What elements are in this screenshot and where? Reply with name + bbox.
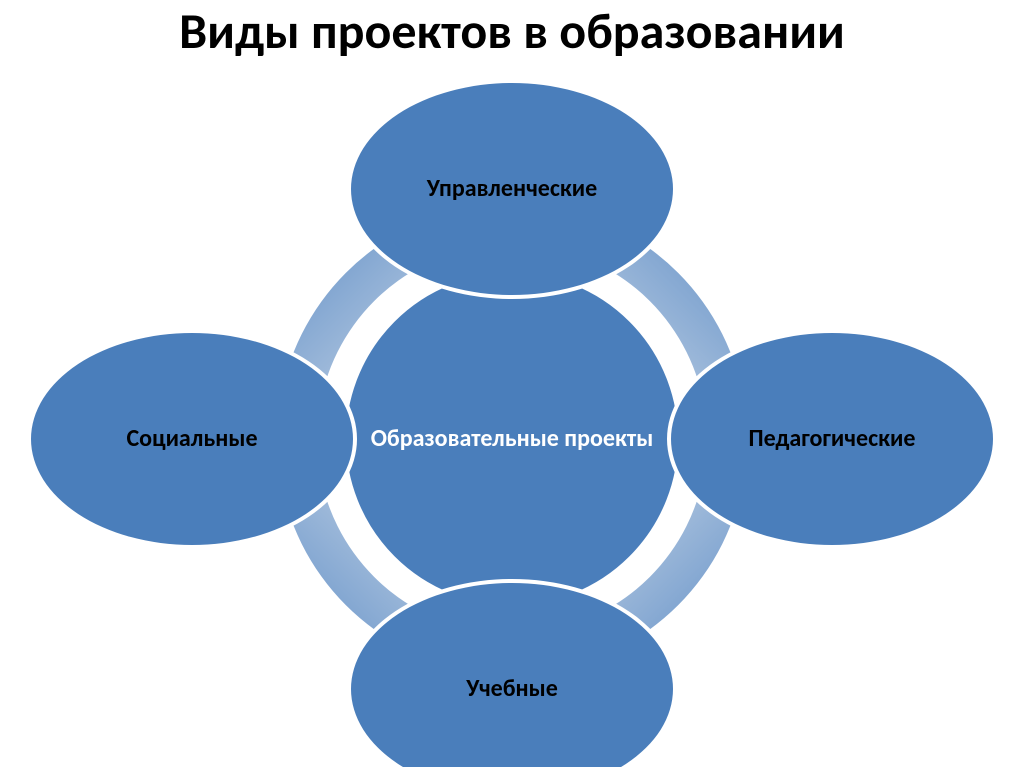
radial-diagram: Образовательные проекты Управленческие П… [0, 59, 1024, 759]
outer-node-label: Управленческие [427, 174, 598, 203]
outer-node-label: Педагогические [749, 424, 916, 453]
page-title: Виды проектов в образовании [0, 0, 1024, 59]
outer-node-top: Управленческие [347, 79, 677, 299]
center-node: Образовательные проекты [342, 269, 682, 609]
outer-node-right: Педагогические [667, 329, 997, 549]
outer-node-left: Социальные [27, 329, 357, 549]
outer-node-label: Учебные [466, 674, 558, 703]
center-node-label: Образовательные проекты [357, 424, 668, 453]
outer-node-label: Социальные [126, 424, 257, 453]
